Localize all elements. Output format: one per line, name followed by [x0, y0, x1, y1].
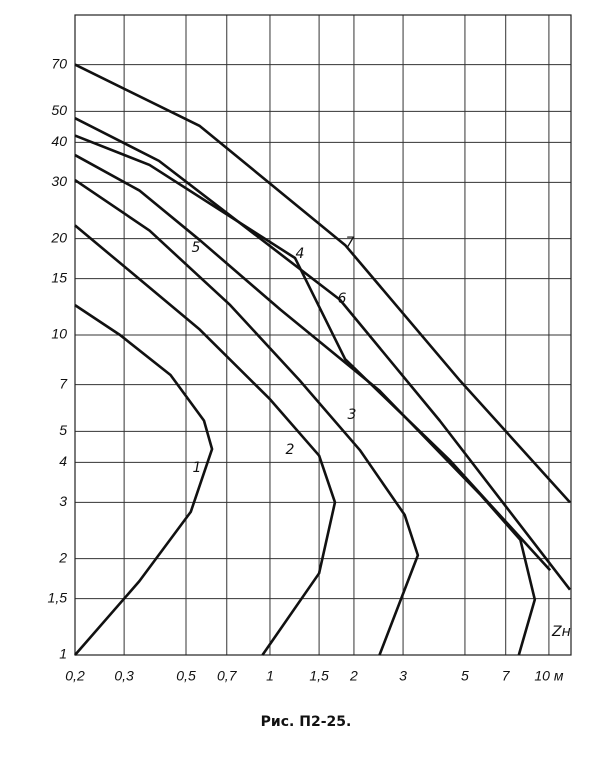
x-tick-label: 10 м	[534, 668, 563, 684]
y-tick-label: 10	[51, 326, 67, 342]
curve-label: 4	[296, 246, 305, 262]
y-tick-label: 50	[51, 102, 67, 118]
curve	[74, 63, 571, 504]
y-tick-label: 1,5	[48, 589, 68, 605]
y-tick-label: 2	[58, 549, 67, 565]
y-tick-label: 40	[51, 133, 67, 149]
y-tick-label: 70	[51, 55, 67, 71]
curve	[74, 134, 552, 572]
curve	[74, 178, 420, 656]
curve	[74, 153, 537, 656]
curve	[74, 224, 337, 656]
x-tick-label: 1	[266, 668, 274, 684]
y-tick-label: 3	[59, 493, 67, 509]
x-tick-label: 2	[349, 668, 358, 684]
x-tick-label: 0,3	[114, 668, 134, 684]
curve-label: 1	[193, 460, 202, 476]
x-tick-label: 1,5	[309, 668, 329, 684]
curve-label: 7	[346, 235, 355, 251]
curve	[74, 117, 572, 591]
y-tick-label: 20	[50, 229, 67, 245]
x-axis-label: Zн	[551, 624, 571, 640]
x-tick-label: 0,2	[65, 668, 85, 684]
y-tick-label: 30	[51, 173, 67, 189]
y-tick-label: 4	[59, 453, 67, 469]
x-tick-label: 5	[461, 668, 469, 684]
curve	[74, 304, 214, 656]
plot-frame	[74, 14, 572, 656]
x-tick-label: 7	[502, 668, 511, 684]
y-tick-label: 5	[59, 422, 67, 438]
x-tick-label: 0,5	[176, 668, 196, 684]
caption: Рис. П2-25.	[261, 714, 352, 730]
y-tick-label: 15	[51, 269, 67, 285]
x-tick-label: 3	[399, 668, 407, 684]
curve-label: 6	[338, 291, 347, 307]
curve-label: 5	[192, 240, 201, 256]
curve-label: 2	[286, 442, 295, 458]
x-tick-label: 0,7	[217, 668, 238, 684]
y-tick-label: 7	[59, 375, 68, 391]
curve-label: 3	[348, 407, 357, 423]
y-tick-label: 1	[59, 646, 67, 662]
